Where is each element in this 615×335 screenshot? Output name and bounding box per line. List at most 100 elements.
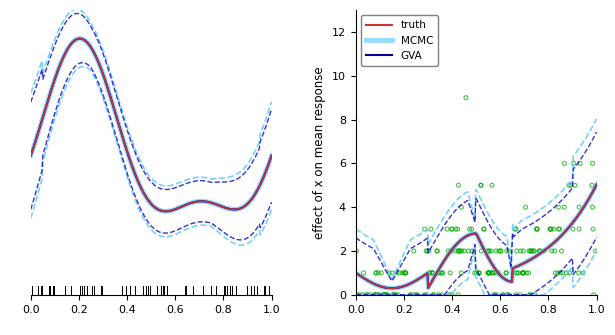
Point — [371, 270, 381, 276]
Point — [355, 292, 365, 297]
Point — [438, 270, 448, 276]
Point — [484, 270, 494, 276]
Point — [398, 270, 408, 276]
Point — [483, 248, 493, 254]
Point — [565, 270, 574, 276]
Point — [564, 183, 574, 188]
Point — [443, 248, 453, 254]
Point — [501, 270, 511, 276]
Point — [456, 204, 466, 210]
Point — [387, 292, 397, 297]
Point — [589, 292, 598, 297]
Point — [391, 292, 400, 297]
Point — [534, 248, 544, 254]
Point — [588, 161, 598, 166]
Point — [517, 270, 527, 276]
Point — [557, 248, 566, 254]
Point — [533, 226, 542, 232]
Point — [503, 292, 513, 297]
Point — [427, 270, 437, 276]
Point — [491, 248, 501, 254]
Point — [588, 226, 598, 232]
Point — [496, 248, 506, 254]
Point — [487, 183, 497, 188]
Point — [483, 270, 493, 276]
Point — [490, 292, 500, 297]
Point — [524, 270, 534, 276]
Point — [461, 95, 471, 100]
Point — [569, 161, 579, 166]
Point — [429, 292, 438, 297]
Point — [479, 226, 489, 232]
Point — [409, 248, 419, 254]
Point — [400, 270, 410, 276]
Point — [559, 204, 569, 210]
Point — [371, 270, 381, 276]
Point — [378, 292, 387, 297]
Point — [442, 226, 452, 232]
Point — [380, 292, 390, 297]
Point — [426, 226, 436, 232]
Point — [376, 270, 386, 276]
Point — [401, 270, 411, 276]
Point — [516, 248, 526, 254]
Point — [379, 292, 389, 297]
Point — [454, 248, 464, 254]
Point — [420, 292, 430, 297]
Point — [362, 292, 371, 297]
Point — [512, 270, 522, 276]
Point — [424, 270, 434, 276]
Point — [515, 292, 525, 297]
Point — [568, 226, 578, 232]
Point — [566, 183, 576, 188]
Point — [575, 161, 585, 166]
Point — [574, 226, 584, 232]
Point — [447, 226, 457, 232]
Point — [554, 226, 563, 232]
Point — [370, 292, 380, 297]
Point — [476, 183, 486, 188]
Point — [485, 248, 494, 254]
Point — [445, 270, 455, 276]
Point — [380, 292, 390, 297]
Point — [359, 270, 368, 276]
Point — [410, 292, 419, 297]
Point — [371, 292, 381, 297]
Point — [535, 248, 545, 254]
Point — [382, 292, 392, 297]
Point — [570, 183, 580, 188]
Point — [489, 292, 499, 297]
Point — [555, 270, 565, 276]
Point — [434, 270, 443, 276]
Point — [590, 248, 600, 254]
Point — [491, 270, 501, 276]
Point — [474, 270, 483, 276]
Point — [486, 248, 496, 254]
Point — [413, 292, 423, 297]
Point — [429, 292, 438, 297]
Point — [550, 270, 560, 276]
Point — [453, 183, 463, 188]
Point — [574, 270, 584, 276]
Point — [447, 292, 457, 297]
Point — [445, 292, 454, 297]
Point — [352, 248, 362, 254]
Point — [465, 226, 475, 232]
Point — [486, 270, 496, 276]
Point — [411, 292, 421, 297]
Point — [485, 270, 494, 276]
Point — [387, 270, 397, 276]
Point — [539, 248, 549, 254]
Point — [520, 204, 530, 210]
Point — [558, 270, 568, 276]
Point — [370, 292, 379, 297]
Point — [400, 270, 410, 276]
Point — [512, 248, 522, 254]
Point — [546, 226, 555, 232]
Point — [553, 270, 563, 276]
Point — [504, 248, 514, 254]
Point — [421, 292, 431, 297]
Point — [482, 248, 492, 254]
Point — [526, 248, 536, 254]
Point — [395, 270, 405, 276]
